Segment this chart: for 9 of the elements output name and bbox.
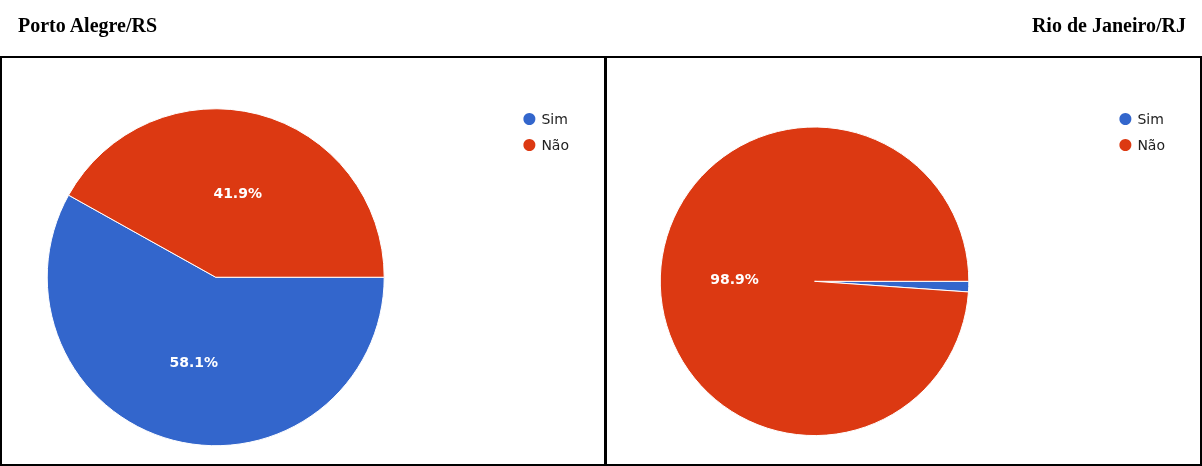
chart-title: Rio de Janeiro/RJ [1031, 14, 1186, 37]
legend-label: Não [541, 137, 570, 153]
data-label: 98.9% [710, 270, 759, 287]
legend-label: Sim [1137, 111, 1164, 127]
data-label: 41.9% [213, 184, 262, 201]
chart-title: Porto Alegre/RS [18, 14, 158, 37]
legend-label: Não [1137, 137, 1166, 153]
legend-label: Sim [541, 111, 568, 127]
data-label: 58.1% [169, 353, 219, 370]
